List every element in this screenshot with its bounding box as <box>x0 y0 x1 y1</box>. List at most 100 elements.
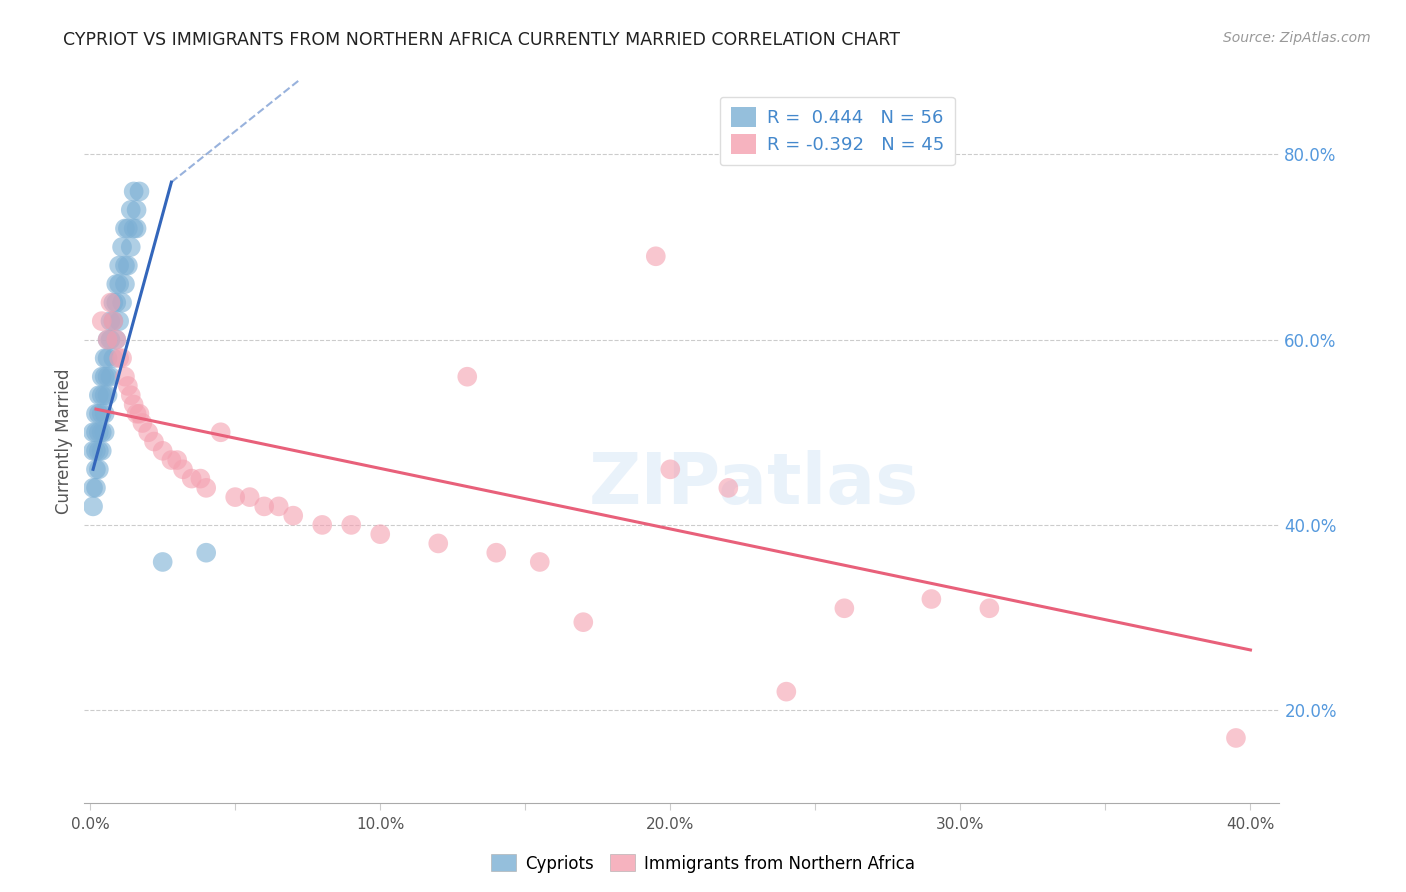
Point <box>340 517 363 532</box>
Point <box>920 592 942 607</box>
Point <box>100 369 122 384</box>
Point <box>105 333 128 347</box>
Point <box>125 221 148 235</box>
Point <box>128 407 150 421</box>
Point <box>529 555 551 569</box>
Point <box>93 388 115 402</box>
Point <box>143 434 166 449</box>
Point <box>180 472 202 486</box>
Point <box>190 472 212 486</box>
Point <box>485 546 508 560</box>
Point <box>253 500 276 514</box>
Point <box>84 443 107 458</box>
Point <box>136 425 159 440</box>
Point <box>93 407 115 421</box>
Point <box>82 443 104 458</box>
Point <box>100 295 122 310</box>
Point <box>224 490 246 504</box>
Point <box>122 221 145 235</box>
Point <box>834 601 856 615</box>
Point <box>97 369 120 384</box>
Point <box>97 388 120 402</box>
Point <box>87 407 110 421</box>
Text: Source: ZipAtlas.com: Source: ZipAtlas.com <box>1223 31 1371 45</box>
Point <box>93 369 115 384</box>
Point <box>103 314 125 328</box>
Point <box>111 240 134 254</box>
Point <box>103 295 125 310</box>
Point <box>120 240 142 254</box>
Point <box>209 425 232 440</box>
Point <box>111 351 134 366</box>
Point <box>105 333 128 347</box>
Point <box>166 453 188 467</box>
Point <box>114 221 136 235</box>
Point <box>84 407 107 421</box>
Legend: Cypriots, Immigrants from Northern Africa: Cypriots, Immigrants from Northern Afric… <box>485 847 921 880</box>
Point <box>125 202 148 217</box>
Point <box>717 481 740 495</box>
Point <box>82 500 104 514</box>
Point <box>117 221 139 235</box>
Point <box>87 462 110 476</box>
Point <box>84 481 107 495</box>
Point <box>84 462 107 476</box>
Point <box>122 397 145 411</box>
Point <box>90 425 112 440</box>
Point <box>128 185 150 199</box>
Point <box>117 259 139 273</box>
Point <box>87 443 110 458</box>
Point <box>97 351 120 366</box>
Point <box>103 314 125 328</box>
Point <box>572 615 595 630</box>
Point <box>114 277 136 291</box>
Point <box>117 379 139 393</box>
Point <box>111 295 134 310</box>
Point <box>125 407 148 421</box>
Point <box>84 425 107 440</box>
Point <box>100 333 122 347</box>
Point <box>87 425 110 440</box>
Point <box>97 333 120 347</box>
Point <box>108 351 131 366</box>
Point <box>105 295 128 310</box>
Point <box>368 527 391 541</box>
Point <box>120 202 142 217</box>
Point <box>427 536 450 550</box>
Point <box>90 314 112 328</box>
Point <box>283 508 305 523</box>
Point <box>90 443 112 458</box>
Point <box>105 277 128 291</box>
Point <box>172 462 194 476</box>
Point <box>114 259 136 273</box>
Point <box>311 517 333 532</box>
Point <box>120 388 142 402</box>
Point <box>131 416 153 430</box>
Point <box>108 314 131 328</box>
Point <box>100 314 122 328</box>
Point <box>82 425 104 440</box>
Point <box>103 351 125 366</box>
Point <box>122 185 145 199</box>
Point <box>644 249 666 263</box>
Point <box>152 443 174 458</box>
Text: CYPRIOT VS IMMIGRANTS FROM NORTHERN AFRICA CURRENTLY MARRIED CORRELATION CHART: CYPRIOT VS IMMIGRANTS FROM NORTHERN AFRI… <box>63 31 900 49</box>
Point <box>979 601 1001 615</box>
Point <box>90 407 112 421</box>
Point <box>87 388 110 402</box>
Point <box>90 369 112 384</box>
Point <box>97 333 120 347</box>
Point <box>239 490 262 504</box>
Point <box>456 369 478 384</box>
Point <box>775 684 797 698</box>
Point <box>108 277 131 291</box>
Legend: R =  0.444   N = 56, R = -0.392   N = 45: R = 0.444 N = 56, R = -0.392 N = 45 <box>720 96 955 165</box>
Point <box>114 369 136 384</box>
Point <box>195 546 218 560</box>
Point <box>82 481 104 495</box>
Point <box>1225 731 1247 745</box>
Point <box>160 453 183 467</box>
Point <box>195 481 218 495</box>
Text: ZIPatlas: ZIPatlas <box>589 450 918 519</box>
Point <box>93 425 115 440</box>
